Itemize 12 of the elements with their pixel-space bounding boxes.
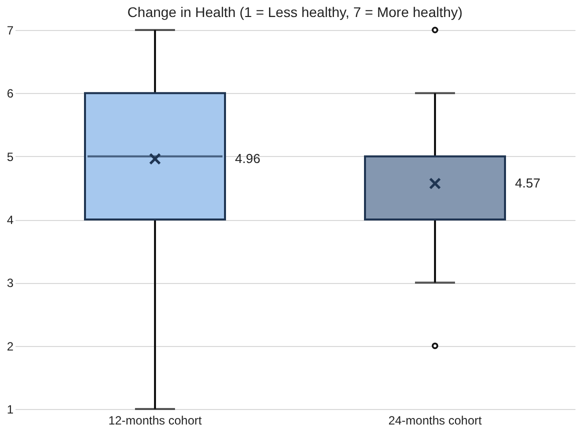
annotation: 4.96 (235, 150, 260, 166)
y-tick-label: 3 (6, 276, 14, 290)
chart-title: Change in Health (1 = Less healthy, 7 = More healthy) (127, 4, 463, 20)
x-tick-label: 12-months cohort (108, 414, 202, 428)
y-tick-label: 1 (6, 402, 14, 416)
y-tick-label: 4 (6, 213, 14, 227)
y-tick-label: 6 (6, 86, 14, 101)
x-tick-label: 24-months cohort (388, 414, 482, 428)
y-tick-label: 2 (6, 339, 14, 354)
annotation: 4.57 (515, 175, 540, 190)
y-tick-label: 7 (6, 24, 14, 38)
y-tick-label: 5 (6, 150, 14, 164)
